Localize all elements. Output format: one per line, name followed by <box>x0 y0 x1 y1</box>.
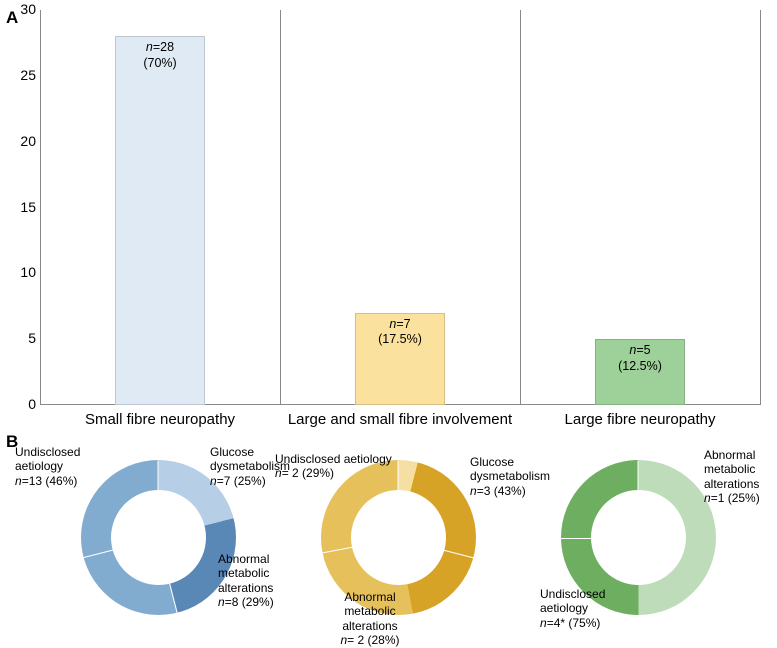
y-tick: 30 <box>8 1 36 17</box>
y-tick: 15 <box>8 199 36 215</box>
grid-line <box>520 10 521 405</box>
bar-chart: 051015202530n=28(70%)Small fibre neuropa… <box>40 10 760 405</box>
category-label: Small fibre neuropathy <box>40 411 280 428</box>
y-tick: 20 <box>8 133 36 149</box>
category-label: Large and small fibre involvement <box>280 411 520 428</box>
donut-slice-label: Undisclosedaetiologyn=4* (75%) <box>540 587 660 630</box>
donut-slice-label: Undisclosedaetiologyn=13 (46%) <box>15 445 135 488</box>
donut-slice-label: Abnormalmetabolicalterationsn= 2 (28%) <box>290 590 450 648</box>
y-tick: 5 <box>8 330 36 346</box>
bar <box>115 36 205 405</box>
y-axis <box>40 10 41 405</box>
y-tick: 10 <box>8 264 36 280</box>
y-tick: 0 <box>8 396 36 412</box>
bar-annotation: n=7(17.5%) <box>355 317 445 348</box>
donut-slice-label: Glucosedysmetabolismn=3 (43%) <box>470 455 590 498</box>
grid-line <box>280 10 281 405</box>
donut-slice-label: Undisclosed aetiologyn= 2 (29%) <box>275 452 395 481</box>
grid-line <box>760 10 761 405</box>
bar-annotation: n=28(70%) <box>115 40 205 71</box>
category-label: Large fibre neuropathy <box>520 411 760 428</box>
donut-slice-label: Abnormalmetabolicalterationsn=1 (25%) <box>704 448 777 506</box>
bar-annotation: n=5(12.5%) <box>595 343 685 374</box>
y-tick: 25 <box>8 67 36 83</box>
